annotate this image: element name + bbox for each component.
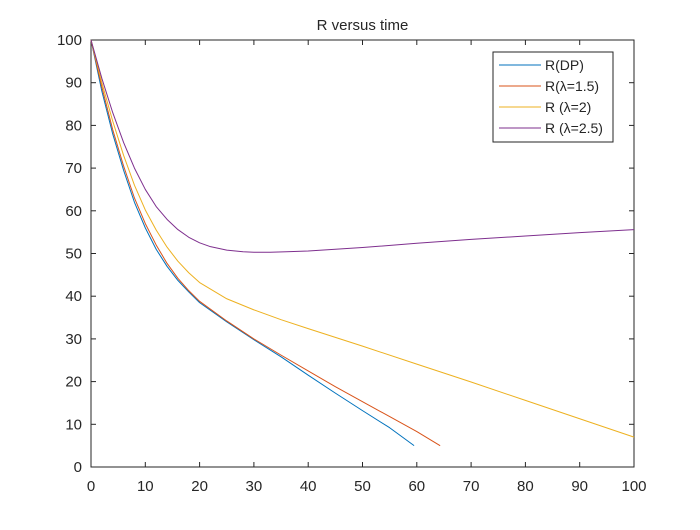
series-line-2 — [90, 39, 635, 438]
ticks-group: 0 10 20 30 40 50 60 70 80 90 100 0 10 20 30 40 50 60 70 80 9… — [57, 32, 647, 495]
x-tick-label: 0 — [87, 478, 95, 495]
y-tick-label: 90 — [65, 75, 82, 92]
y-tick-label: 60 — [65, 203, 82, 220]
legend-label-3: R (λ=2.5) — [545, 120, 603, 136]
x-tick-label: 70 — [463, 478, 480, 495]
x-tick-label: 80 — [517, 478, 534, 495]
x-tick-label: 60 — [408, 478, 425, 495]
x-tick-label: 90 — [571, 478, 588, 495]
series-line-1 — [90, 39, 441, 447]
y-tick-label: 10 — [65, 416, 82, 433]
legend-label-2: R (λ=2) — [545, 99, 591, 115]
x-tick-label: 100 — [621, 478, 646, 495]
y-tick-label: 100 — [57, 32, 82, 49]
y-tick-label: 70 — [65, 160, 82, 177]
legend-label-1: R(λ=1.5) — [545, 78, 599, 94]
chart-title: R versus time — [317, 17, 409, 34]
legend-label-0: R(DP) — [545, 57, 584, 73]
series-group — [90, 39, 635, 447]
x-tick-label: 30 — [246, 478, 263, 495]
y-tick-label: 20 — [65, 374, 82, 391]
series-line-3 — [90, 39, 635, 253]
legend[interactable]: R(DP) R(λ=1.5) R (λ=2) R (λ=2.5) — [492, 51, 614, 143]
x-tick-label: 50 — [354, 478, 371, 495]
y-tick-label: 40 — [65, 288, 82, 305]
y-tick-label: 0 — [74, 459, 82, 476]
x-tick-label: 40 — [300, 478, 317, 495]
x-tick-label: 10 — [137, 478, 154, 495]
y-tick-label: 30 — [65, 331, 82, 348]
legend-box — [492, 51, 614, 143]
y-tick-label: 80 — [65, 117, 82, 134]
y-tick-label: 50 — [65, 246, 82, 263]
x-tick-label: 20 — [191, 478, 208, 495]
series-line-0 — [90, 39, 415, 447]
